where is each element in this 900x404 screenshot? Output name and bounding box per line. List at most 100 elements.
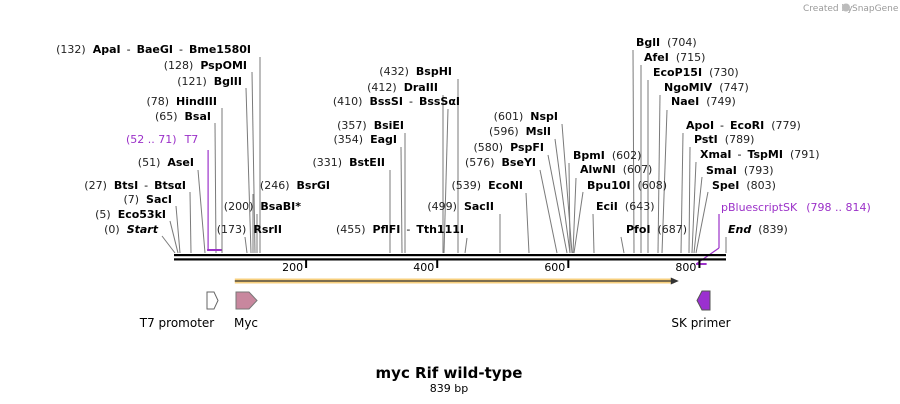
primer-t7-range: (52 .. 71) — [126, 133, 177, 146]
site-leader-line — [189, 191, 192, 254]
site-leader-line — [661, 109, 668, 254]
site-label-bsrgi[interactable]: (246) BsrGI — [260, 179, 330, 192]
site-label-ngomiv[interactable]: NgoMIV (747) — [664, 81, 749, 94]
ruler-tick-label: 200 — [282, 261, 303, 274]
site-label-xmai[interactable]: XmaI - TspMI (791) — [700, 148, 820, 161]
site-label-hindiii[interactable]: (78) HindIII — [146, 95, 217, 108]
site-leader-line — [547, 154, 568, 254]
site-leader-line — [251, 71, 256, 254]
site-label-draiii[interactable]: (412) DraIII — [367, 81, 438, 94]
site-label-part: (78) — [146, 95, 169, 108]
site-label-part: (789) — [725, 133, 755, 146]
primer-t7-name: T7 — [184, 133, 199, 146]
site-label-part: BssSI — [369, 95, 403, 108]
map-title: myc Rif wild-type — [376, 364, 523, 382]
site-label-msli[interactable]: (596) MslI — [489, 125, 551, 138]
site-leader-line — [691, 161, 697, 254]
site-label-spei[interactable]: SpeI (803) — [712, 179, 776, 192]
site-label-apoi[interactable]: ApoI - EcoRI (779) — [686, 119, 801, 132]
site-leader-line — [568, 162, 571, 254]
site-label-bpu10i[interactable]: Bpu10I (608) — [587, 179, 667, 192]
site-label-bgli[interactable]: BglI (704) — [636, 36, 697, 49]
site-label-end[interactable]: End (839) — [728, 223, 788, 236]
site-label-apai[interactable]: (132) ApaI - BaeGI - Bme1580I — [56, 43, 251, 56]
site-label-bsteii[interactable]: (331) BstEII — [313, 156, 385, 169]
site-label-pflfi[interactable]: (455) PflFI - Tth111I — [336, 223, 464, 236]
site-label-part: - — [409, 95, 413, 108]
site-label-bpmi[interactable]: BpmI (602) — [573, 149, 641, 162]
site-label-bsphi[interactable]: (432) BspHI — [379, 65, 452, 78]
site-label-bsai[interactable]: (65) BsaI — [155, 110, 211, 123]
site-label-part: BtsI — [114, 179, 138, 192]
site-label-part: EciI — [596, 200, 618, 213]
ruler-tick — [305, 260, 308, 268]
site-label-part: BsaBI — [260, 200, 295, 213]
site-label-bsssi[interactable]: (410) BssSI - BssSαI — [333, 95, 460, 108]
site-label-start[interactable]: (0) Start — [104, 223, 159, 236]
site-label-nspi[interactable]: (601) NspI — [494, 110, 558, 123]
site-leader-line — [169, 220, 179, 254]
site-label-bseyi[interactable]: (576) BseYI — [465, 156, 536, 169]
site-label-part: BsrGI — [297, 179, 330, 192]
site-label-part: (121) — [177, 75, 207, 88]
site-label-part: AfeI — [644, 51, 669, 64]
site-label-pfoi[interactable]: PfoI (687) — [626, 223, 687, 236]
ruler-tick-label: 400 — [413, 261, 434, 274]
primer-sk-range: (798 .. 814) — [806, 201, 871, 214]
site-label-bglii[interactable]: (121) BglII — [177, 75, 242, 88]
site-label-bsiei[interactable]: (357) BsiEI — [337, 119, 404, 132]
site-label-part: (839) — [758, 223, 788, 236]
site-label-econi[interactable]: (539) EcoNI — [452, 179, 523, 192]
site-label-part: (412) — [367, 81, 397, 94]
site-label-part: (357) — [337, 119, 367, 132]
feature-label-t7-promoter: T7 promoter — [139, 316, 215, 330]
site-label-part: TspMI — [747, 148, 783, 161]
site-label-part: BsaI — [185, 110, 211, 123]
snapgene-logo-icon — [842, 3, 850, 12]
site-label-part: PstI — [694, 133, 718, 146]
site-label-part: SacI — [146, 193, 172, 206]
orf-arrowhead-icon — [670, 277, 679, 285]
site-leader-line — [214, 122, 217, 254]
site-label-part: Start — [127, 223, 159, 236]
site-label-psp-omi[interactable]: (128) PspOMI — [164, 59, 247, 72]
site-label-part: (687) — [658, 223, 688, 236]
primer-label-pbluescriptsk[interactable]: pBluescriptSK (798 .. 814) — [721, 201, 871, 214]
site-label-smai[interactable]: SmaI (793) — [706, 164, 774, 177]
sk-primer-feature[interactable] — [696, 290, 711, 311]
site-label-eagi[interactable]: (354) EagI — [334, 133, 398, 146]
site-label-asei[interactable]: (51) AseI — [138, 156, 194, 169]
site-label-saci[interactable]: (7) SacI — [123, 193, 172, 206]
site-label-part: RsrII — [253, 223, 282, 236]
site-label-part: (793) — [744, 164, 774, 177]
feature-label-myc: Myc — [234, 316, 258, 330]
site-label-part: ApaI — [93, 43, 121, 56]
site-leader-line — [161, 235, 176, 254]
site-leader-line — [693, 176, 703, 254]
site-label-ecii[interactable]: EciI (643) — [596, 200, 655, 213]
site-label-bsabi[interactable]: (200) BsaBI* — [224, 200, 301, 213]
ruler-tick-label: 800 — [675, 261, 696, 274]
site-label-part: - — [179, 43, 183, 56]
t7-promoter-feature[interactable] — [206, 291, 219, 310]
site-label-naei[interactable]: NaeI (749) — [671, 95, 736, 108]
site-label-part: (704) — [667, 36, 697, 49]
site-label-rsrii[interactable]: (173) RsrII — [217, 223, 282, 236]
site-label-afei[interactable]: AfeI (715) — [644, 51, 705, 64]
primer-label-t7[interactable]: (52 .. 71) T7 — [126, 133, 198, 146]
site-label-sacii[interactable]: (499) SacII — [427, 200, 494, 213]
site-leader-line — [657, 94, 661, 254]
site-label-part: DraIII — [404, 81, 438, 94]
myc-feature[interactable] — [235, 291, 258, 310]
site-label-btsi[interactable]: (27) BtsI - BtsαI — [84, 179, 186, 192]
site-label-eco53ki[interactable]: (5) Eco53kI — [95, 208, 166, 221]
credit-brand: SnapGene — [852, 4, 899, 14]
site-label-part: (596) — [489, 125, 519, 138]
site-label-alwni[interactable]: AlwNI (607) — [580, 163, 652, 176]
site-label-part: EcoNI — [488, 179, 523, 192]
site-label-psti[interactable]: PstI (789) — [694, 133, 754, 146]
site-label-part: AlwNI — [580, 163, 616, 176]
site-label-ecop15i[interactable]: EcoP15I (730) — [653, 66, 739, 79]
site-label-pspfi[interactable]: (580) PspFI — [474, 141, 545, 154]
